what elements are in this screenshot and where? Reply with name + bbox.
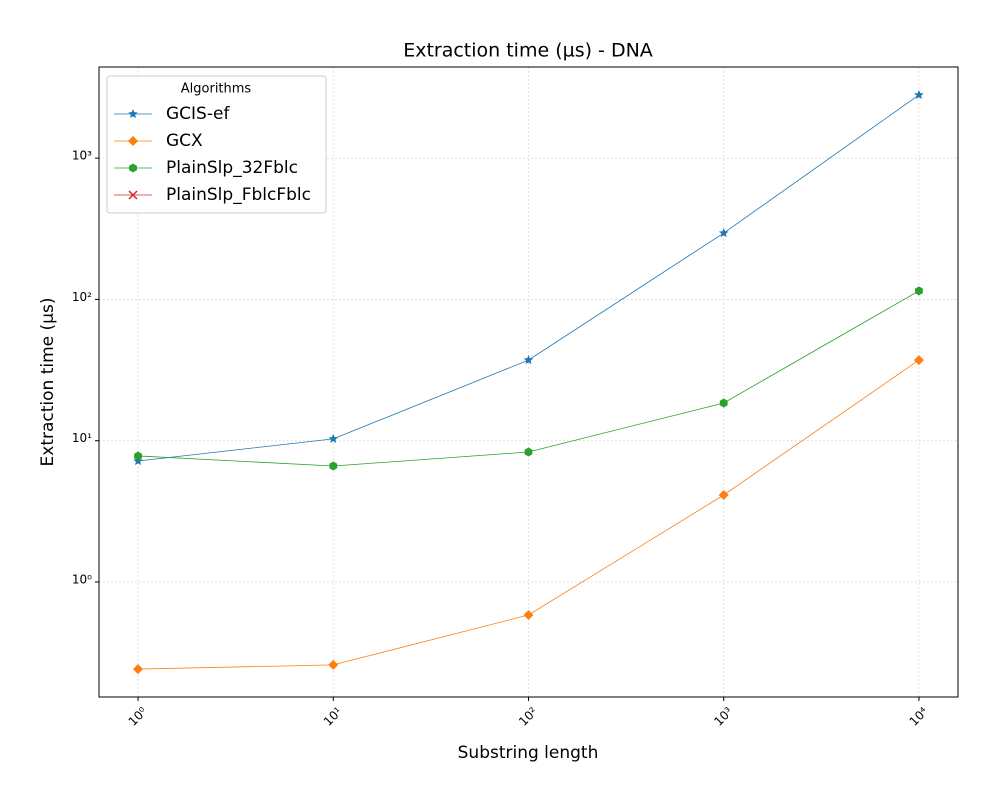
y-tick-label: 10² (72, 290, 92, 304)
marker (328, 659, 339, 670)
marker (914, 89, 924, 99)
marker (915, 286, 923, 296)
marker (719, 398, 728, 408)
marker (128, 190, 138, 200)
chart-title: Extraction time (µs) - DNA (403, 40, 653, 62)
marker (128, 109, 138, 119)
legend-title: Algorithms (181, 82, 252, 97)
marker (128, 136, 138, 146)
marker (133, 664, 144, 675)
legend-box (106, 75, 327, 214)
legend-label: GCIS-ef (166, 104, 230, 124)
marker (523, 610, 534, 621)
marker (328, 433, 339, 443)
legend: Algorithms GCIS-ef GCX PlainSlp_32Fblc Plai… (106, 75, 327, 214)
legend-label: PlainSlp_FblcFblc (166, 185, 311, 205)
legend-label: PlainSlp_32Fblc (166, 158, 298, 178)
marker (913, 355, 924, 366)
y-axis-label: Extraction time (µs) (38, 298, 58, 467)
marker (718, 489, 729, 500)
marker (134, 451, 142, 461)
marker (524, 447, 533, 457)
y-tick-label: 10⁰ (72, 573, 92, 587)
marker (329, 461, 338, 471)
plot (133, 89, 924, 675)
legend-label: GCX (166, 131, 203, 151)
marker (133, 456, 143, 466)
marker (129, 163, 137, 173)
y-tick-label: 10¹ (72, 431, 92, 445)
marker (523, 355, 534, 365)
marker (718, 228, 729, 238)
x-axis-label: Substring length (458, 743, 599, 763)
y-tick-label: 10³ (72, 149, 92, 163)
